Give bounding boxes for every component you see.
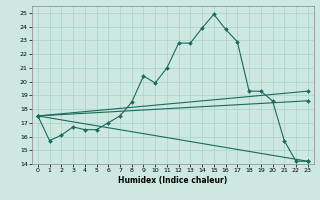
X-axis label: Humidex (Indice chaleur): Humidex (Indice chaleur) [118, 176, 228, 185]
